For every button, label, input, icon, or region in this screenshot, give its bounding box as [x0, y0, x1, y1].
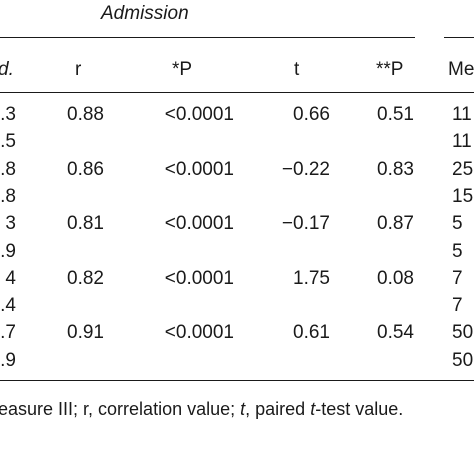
footnote-t: t — [240, 399, 246, 419]
cell-sd: .5 — [0, 131, 16, 152]
table-row: .8 0.86 <0.0001 −0.22 0.83 25 — [0, 159, 474, 183]
cell-sd: .4 — [0, 295, 16, 316]
cell-r: 0.91 — [67, 322, 104, 343]
table-footnote: easure III; r, correlation value; t, pai… — [0, 398, 403, 420]
header-rule — [0, 92, 474, 93]
cell-mean-next: 5 — [452, 241, 463, 262]
cell-sd: .9 — [0, 241, 16, 262]
table-row: 3 0.81 <0.0001 −0.17 0.87 5 — [0, 213, 474, 237]
col-header-r: r — [75, 59, 82, 80]
group-header-rule-next — [444, 37, 474, 38]
cell-r: 0.82 — [67, 268, 104, 289]
cell-p: <0.0001 — [164, 104, 234, 125]
cell-sd: 4 — [5, 268, 16, 289]
cell-mean-next: 7 — [452, 268, 463, 289]
table-row: .7 0.91 <0.0001 0.61 0.54 50 — [0, 322, 474, 346]
col-header-t: t — [294, 59, 300, 80]
group-header-rule — [0, 37, 415, 38]
cell-t: 0.66 — [293, 104, 330, 125]
footnote-t2: t — [310, 399, 316, 419]
footnote-part2: , paired — [245, 399, 311, 419]
cell-sd: .8 — [0, 186, 16, 207]
cell-mean-next: 50 — [452, 322, 474, 343]
cell-pp: 0.83 — [377, 159, 414, 180]
table-row: .5 11 — [0, 131, 474, 155]
cell-t: −0.22 — [281, 159, 330, 180]
cell-sd: .3 — [0, 104, 16, 125]
cell-sd: 3 — [5, 213, 16, 234]
table-row: .8 15 — [0, 186, 474, 210]
cell-pp: 0.87 — [377, 213, 414, 234]
col-header-p: *P — [172, 59, 193, 80]
cell-r: 0.88 — [67, 104, 104, 125]
cell-pp: 0.54 — [377, 322, 414, 343]
bottom-rule — [0, 380, 474, 381]
table-row: .9 50 — [0, 350, 474, 374]
table-row: 4 0.82 <0.0001 1.75 0.08 7 — [0, 268, 474, 292]
cell-p: <0.0001 — [164, 268, 234, 289]
cell-mean-next: 11 — [452, 104, 472, 125]
cell-sd: .7 — [0, 322, 16, 343]
cell-r: 0.81 — [67, 213, 104, 234]
cell-pp: 0.08 — [377, 268, 414, 289]
table-row: .4 7 — [0, 295, 474, 319]
cell-mean-next: 5 — [452, 213, 463, 234]
footnote-part3: -test value. — [315, 399, 404, 419]
cell-p: <0.0001 — [164, 159, 234, 180]
col-header-pp: **P — [376, 59, 404, 80]
cell-t: −0.17 — [281, 213, 330, 234]
cell-t: 1.75 — [293, 268, 330, 289]
cell-mean-next: 7 — [452, 295, 463, 316]
table-row: .9 5 — [0, 241, 474, 265]
cell-sd: .9 — [0, 350, 16, 371]
table-row: .3 0.88 <0.0001 0.66 0.51 11 — [0, 104, 474, 128]
group-header-admission: Admission — [101, 3, 189, 24]
cell-p: <0.0001 — [164, 322, 234, 343]
cell-t: 0.61 — [293, 322, 330, 343]
cell-sd: .8 — [0, 159, 16, 180]
cell-r: 0.86 — [67, 159, 104, 180]
cell-mean-next: 15 — [452, 186, 474, 207]
col-header-mean-next: Me — [448, 59, 474, 80]
col-header-sd: d. — [0, 59, 14, 80]
cell-mean-next: 50 — [452, 350, 474, 371]
footnote-part1: easure III; r, correlation value; — [0, 399, 241, 419]
cell-mean-next: 11 — [452, 131, 472, 152]
cell-pp: 0.51 — [377, 104, 414, 125]
cell-mean-next: 25 — [452, 159, 474, 180]
cell-p: <0.0001 — [164, 213, 234, 234]
